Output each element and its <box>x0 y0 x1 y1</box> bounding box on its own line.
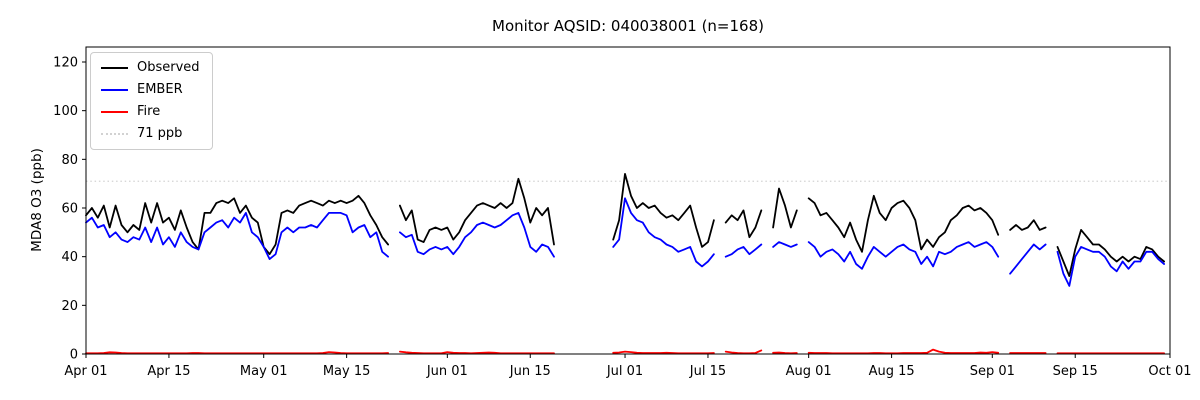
y-tick-label: 120 <box>53 56 78 71</box>
x-tick-label: Sep 01 <box>970 364 1015 379</box>
observed-line-icon <box>101 67 128 69</box>
x-tick-label: Sep 15 <box>1053 364 1098 379</box>
series-line-observed <box>85 173 1165 277</box>
x-tick-label: May 01 <box>240 364 288 379</box>
fire-line-icon <box>101 111 128 113</box>
x-tick-label: Jun 01 <box>426 364 468 379</box>
threshold-line-icon <box>101 133 128 135</box>
legend: Observed EMBER Fire 71 ppb <box>90 52 213 150</box>
chart-title: Monitor AQSID: 040038001 (n=168) <box>492 17 764 35</box>
y-tick-label: 0 <box>70 348 78 363</box>
y-tick-label: 100 <box>53 104 78 119</box>
legend-label-threshold: 71 ppb <box>137 126 183 141</box>
x-tick-label: Oct 01 <box>1148 364 1191 379</box>
x-tick-label: Jun 15 <box>509 364 551 379</box>
legend-item-fire: Fire <box>101 104 200 120</box>
x-tick-label: Apr 15 <box>147 364 190 379</box>
legend-item-threshold: 71 ppb <box>101 126 200 142</box>
legend-item-observed: Observed <box>101 60 200 76</box>
legend-label-ember: EMBER <box>137 82 183 97</box>
y-axis-label: MDA8 O3 (ppb) <box>29 148 45 252</box>
x-tick-label: Jul 01 <box>606 364 643 379</box>
y-tick-label: 80 <box>61 153 78 168</box>
x-tick-label: Apr 01 <box>64 364 107 379</box>
y-tick-label: 40 <box>61 250 78 265</box>
x-tick-label: Aug 01 <box>786 364 832 379</box>
ember-line-icon <box>101 89 128 91</box>
legend-label-fire: Fire <box>137 104 161 119</box>
x-tick-label: May 15 <box>323 364 371 379</box>
legend-item-ember: EMBER <box>101 82 200 98</box>
x-tick-label: Jul 15 <box>689 364 726 379</box>
legend-label-observed: Observed <box>137 60 200 75</box>
y-tick-label: 60 <box>61 202 78 217</box>
y-tick-label: 20 <box>61 299 78 314</box>
series-line-ember <box>85 197 1165 287</box>
series-line-fire <box>85 348 1165 355</box>
plot-border <box>85 46 1171 355</box>
x-tick-label: Aug 15 <box>869 364 915 379</box>
